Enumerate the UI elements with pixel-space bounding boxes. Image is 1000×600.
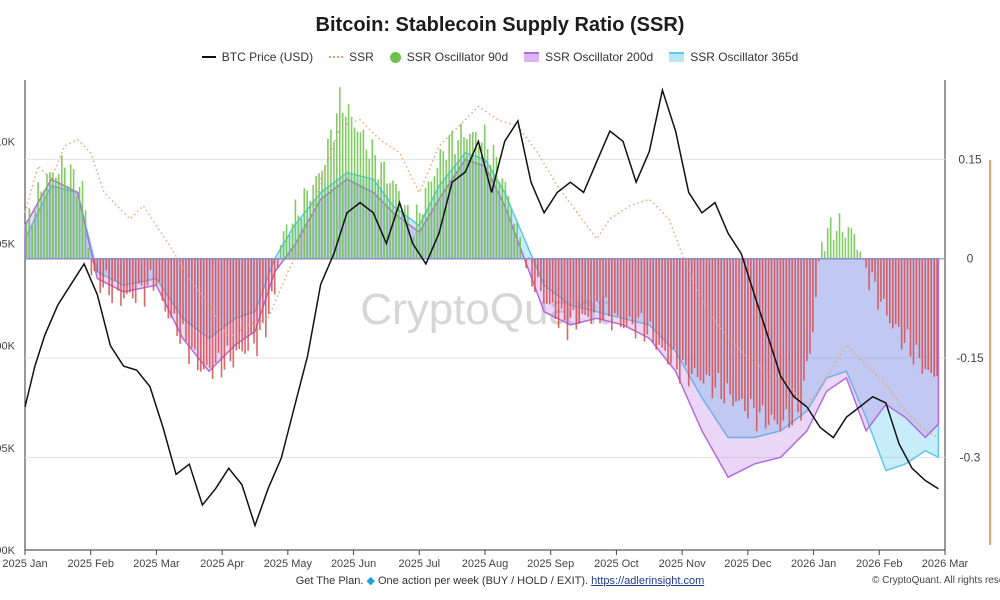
x-tick-label: 2026 Feb: [856, 558, 902, 570]
x-tick-label: 2026 Jan: [791, 558, 836, 570]
right-tick-label: -0.15: [956, 351, 984, 365]
x-tick-label: 2025 Jan: [2, 558, 47, 570]
x-tick-label: 2025 Nov: [659, 558, 707, 570]
legend-label-ssr: SSR: [349, 50, 374, 64]
area-swatch-icon: [669, 52, 685, 62]
legend-item-osc90[interactable]: SSR Oscillator 90d: [389, 50, 509, 64]
footer: Get The Plan. ◆ One action per week (BUY…: [0, 574, 1000, 587]
circle-swatch-icon: [389, 51, 401, 63]
area-swatch-icon: [524, 52, 540, 62]
legend-item-osc365[interactable]: SSR Oscillator 365d: [669, 50, 798, 64]
legend-label-osc90: SSR Oscillator 90d: [406, 50, 509, 64]
x-tick-label: 2025 Dec: [724, 558, 772, 570]
x-tick-label: 2025 Feb: [67, 558, 113, 570]
dotted-line-swatch-icon: [329, 56, 344, 58]
right-tick-label: 0: [967, 252, 974, 266]
right-tick-label: 0.15: [958, 152, 982, 166]
right-tick-label: -0.3: [960, 450, 981, 464]
legend-item-osc200[interactable]: SSR Oscillator 200d: [524, 50, 653, 64]
legend-label-btc-price: BTC Price (USD): [221, 50, 314, 64]
line-swatch-icon: [201, 56, 216, 58]
left-tick-label: 110K: [0, 136, 16, 148]
x-tick-label: 2026 Mar: [922, 558, 969, 570]
x-tick-label: 2025 Aug: [462, 558, 509, 570]
copyright: © CryptoQuant. All rights reserved: [872, 575, 1000, 586]
left-tick-label: 105K: [0, 238, 16, 250]
legend-item-ssr[interactable]: SSR: [329, 50, 374, 64]
x-tick-label: 2025 Jul: [398, 558, 440, 570]
footer-text-2: One action per week (BUY / HOLD / EXIT).: [377, 575, 589, 587]
left-tick-label: 95K: [0, 443, 16, 455]
x-tick-label: 2025 Jun: [331, 558, 376, 570]
line-btc-price: [24, 87, 939, 528]
legend-label-osc200: SSR Oscillator 200d: [545, 50, 654, 64]
legend: BTC Price (USD) SSR SSR Oscillator 90d S…: [0, 50, 1000, 64]
left-tick-label: 90K: [0, 545, 16, 557]
gem-icon: ◆: [366, 575, 375, 587]
chart-title: Bitcoin: Stablecoin Supply Ratio (SSR): [315, 14, 685, 36]
footer-text: Get The Plan.: [295, 575, 364, 587]
legend-label-osc365: SSR Oscillator 365d: [690, 50, 799, 64]
x-tick-label: 2025 May: [264, 558, 313, 570]
footer-link[interactable]: https://adlerinsight.com: [591, 575, 705, 587]
x-tick-label: 2025 Sep: [527, 558, 574, 570]
left-tick-label: 100K: [0, 341, 16, 353]
x-tick-label: 2025 Oct: [594, 558, 639, 570]
x-tick-label: 2025 Apr: [200, 558, 244, 570]
x-tick-label: 2025 Mar: [133, 558, 180, 570]
legend-item-btc-price[interactable]: BTC Price (USD): [201, 50, 314, 64]
